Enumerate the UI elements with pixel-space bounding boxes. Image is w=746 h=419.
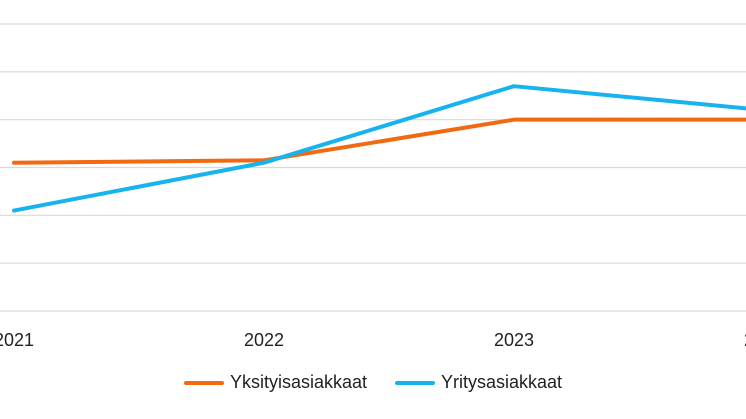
x-axis-tick-labels: 2021 2022 2023 2024 <box>0 330 746 350</box>
legend-swatch-yksityisasiakkaat <box>183 380 224 385</box>
legend-item-yritysasiakkaat: Yritysasiakkaat <box>395 372 562 393</box>
x-tick-label: 2022 <box>244 330 284 350</box>
legend-swatch-yritysasiakkaat <box>395 380 435 385</box>
x-tick-label: 2021 <box>0 330 34 350</box>
x-tick-label: 2023 <box>494 330 534 350</box>
series-line-yritysasiakkaat <box>12 84 746 213</box>
x-tick-label: 2024 <box>744 330 746 350</box>
legend-item-yksityisasiakkaat: Yksityisasiakkaat <box>183 372 367 393</box>
series-line-yksityisasiakkaat <box>12 117 746 165</box>
gridlines <box>0 23 746 312</box>
legend: Yksityisasiakkaat Yritysasiakkaat <box>0 372 746 393</box>
legend-label: Yksityisasiakkaat <box>229 372 367 392</box>
series-lines <box>12 84 746 213</box>
legend-label: Yritysasiakkaat <box>441 372 563 392</box>
